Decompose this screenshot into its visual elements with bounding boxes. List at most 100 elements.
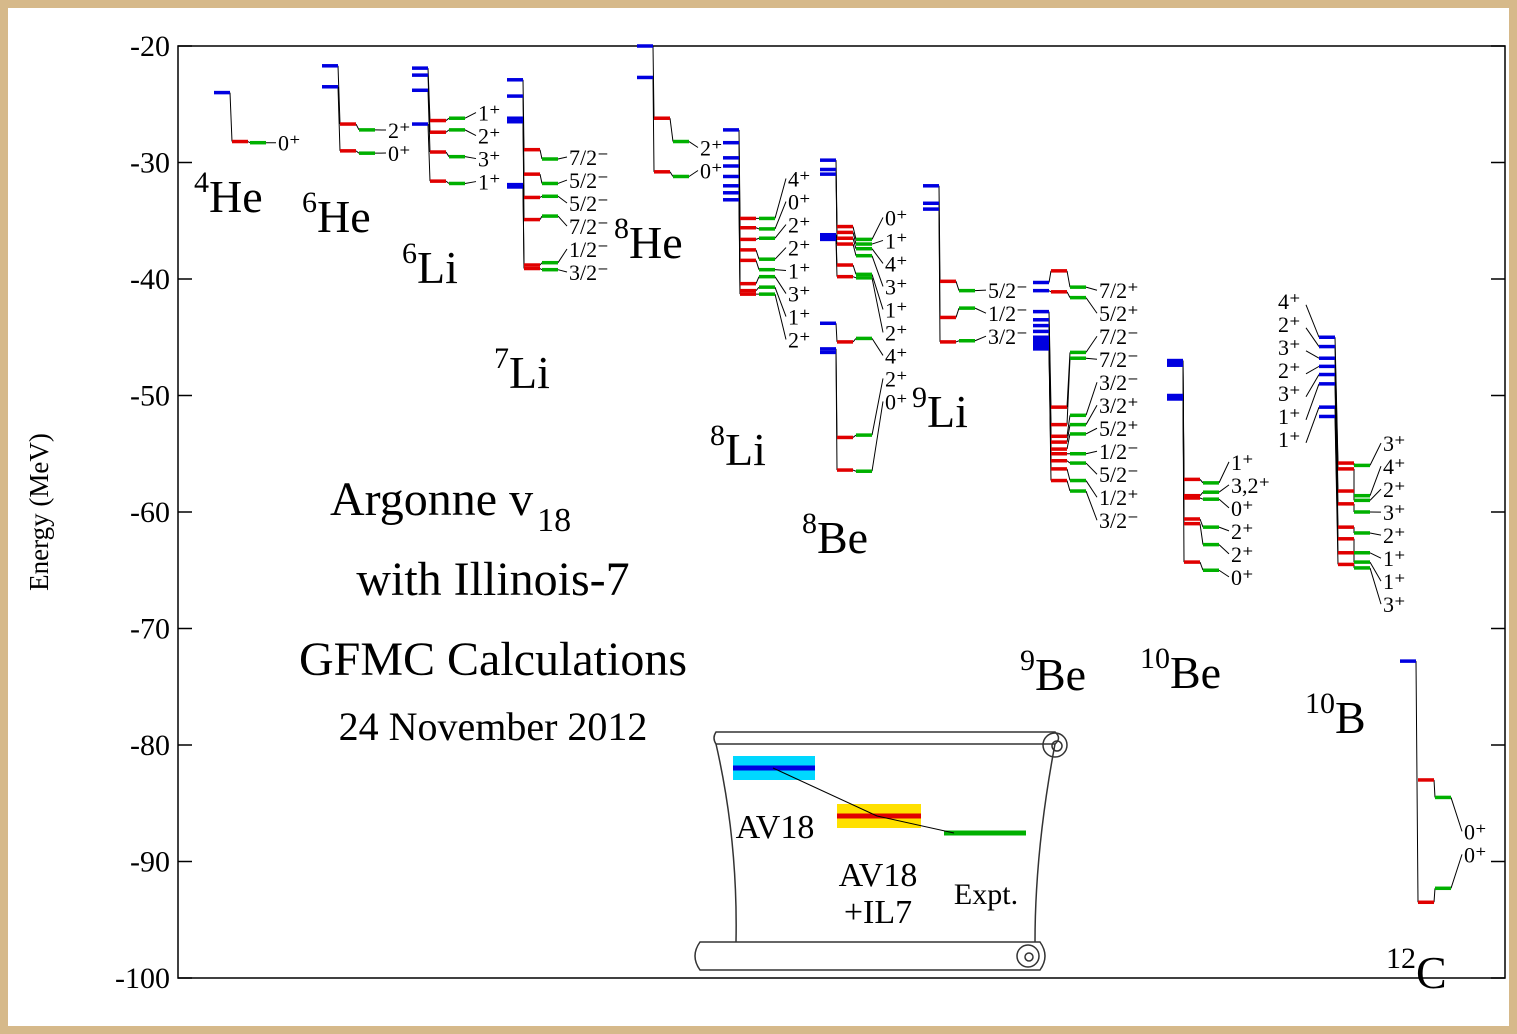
- spin-label: 2⁺: [388, 118, 411, 143]
- spin-label: 0⁺: [388, 141, 411, 166]
- spin-label: 2⁺: [1278, 358, 1301, 383]
- level-connector: [652, 77, 699, 177]
- level-connector: [337, 86, 387, 154]
- spin-label: 3/2⁺: [1099, 393, 1139, 418]
- y-tick-label: -20: [130, 30, 170, 63]
- spin-label: 2⁺: [885, 366, 908, 391]
- spin-label: 4⁺: [1278, 289, 1301, 314]
- annotation-line: with Illinois-7: [356, 553, 629, 606]
- annotation-line: 24 November 2012: [339, 704, 648, 749]
- spin-label: 5/2⁻: [988, 278, 1028, 303]
- spin-label: 1⁺: [478, 101, 501, 126]
- spin-label: 1⁺: [1383, 546, 1406, 571]
- y-tick-label: -30: [130, 147, 170, 180]
- nucleus-mass: 6: [302, 186, 317, 219]
- nucleus-label: 10B: [1305, 687, 1366, 743]
- nucleus-symbol: Be: [1170, 647, 1221, 698]
- level-connector: [738, 199, 787, 340]
- spin-label: 7/2⁻: [569, 145, 609, 170]
- level-connector: [1305, 406, 1320, 443]
- nucleus-symbol: Be: [1035, 649, 1086, 700]
- level-connector: [1305, 365, 1320, 375]
- spin-label: 3⁺: [1383, 500, 1406, 525]
- nucleus-mass: 8: [614, 212, 629, 245]
- y-tick-label: -40: [130, 263, 170, 296]
- y-tick-label: -100: [115, 962, 170, 995]
- level-connector: [1305, 383, 1320, 420]
- level-connector: [1305, 327, 1320, 347]
- nucleus-mass: 12: [1386, 942, 1416, 975]
- nucleus-mass: 10: [1140, 642, 1170, 675]
- spin-label: 1/2⁻: [1099, 439, 1139, 464]
- spin-label: 3/2⁻: [1099, 508, 1139, 533]
- spin-label: 0⁺: [788, 190, 811, 215]
- legend-scroll: [694, 731, 1068, 971]
- spin-label: 7/2⁺: [1099, 278, 1139, 303]
- nucleus-symbol: Li: [417, 242, 458, 293]
- nucleus-symbol: He: [317, 191, 371, 242]
- spin-label: 5/2⁻: [569, 191, 609, 216]
- spin-label: 2⁺: [788, 236, 811, 261]
- level-connector: [427, 124, 477, 184]
- spin-label: 1⁺: [1383, 569, 1406, 594]
- level-connector: [522, 186, 568, 273]
- nucleus-label: 4He: [194, 166, 263, 222]
- spin-label: 5/2⁺: [1099, 416, 1139, 441]
- level-connector: [835, 352, 884, 472]
- level-connector: [1305, 374, 1320, 398]
- level-connector: [1048, 270, 1098, 291]
- spin-label: 3⁺: [788, 282, 811, 307]
- nucleus-mass: 9: [912, 381, 927, 414]
- nucleus-mass: 9: [1020, 644, 1035, 677]
- spin-label: 1⁺: [885, 228, 908, 253]
- spin-label: 1/2⁻: [569, 237, 609, 262]
- level-connector: [1433, 779, 1463, 832]
- nucleus-mass: 8: [802, 507, 817, 540]
- y-tick-label: -50: [130, 380, 170, 413]
- level-connector: [1182, 398, 1230, 578]
- spin-label: 3⁺: [885, 274, 908, 299]
- nucleus-label: 8Be: [802, 507, 868, 563]
- nucleus-symbol: Li: [509, 347, 550, 398]
- y-axis-label: Energy (MeV): [24, 433, 54, 591]
- nucleus-symbol: He: [209, 171, 263, 222]
- chart-background: [8, 8, 1509, 1026]
- spin-label: 2⁺: [478, 124, 501, 149]
- spin-label: 3,2⁺: [1231, 473, 1270, 498]
- y-tick-label: -90: [130, 846, 170, 879]
- level-connector: [522, 121, 568, 227]
- spin-label: 2⁺: [1231, 542, 1254, 567]
- spin-label: 1⁺: [1231, 450, 1254, 475]
- spin-label: 3/2⁻: [1099, 370, 1139, 395]
- spin-label: 3/2⁻: [988, 324, 1028, 349]
- spin-label: 0⁺: [1231, 565, 1254, 590]
- nucleus-mass: 6: [402, 237, 417, 270]
- nucleus-symbol: C: [1416, 947, 1447, 998]
- level-connector: [427, 75, 477, 137]
- spin-label: 0⁺: [885, 389, 908, 414]
- level-connector: [1415, 661, 1463, 903]
- spin-label: 7/2⁻: [1099, 347, 1139, 372]
- nucleus-label: 6Li: [402, 237, 458, 293]
- spin-label: 2⁺: [700, 136, 723, 161]
- spin-label: 1⁺: [478, 170, 501, 195]
- nucleus-label: 12C: [1386, 942, 1447, 998]
- spin-label: 5/2⁻: [1099, 462, 1139, 487]
- annotation-title-text: Argonne v: [330, 473, 533, 526]
- legend-connector: [772, 767, 955, 834]
- legend-label: AV18: [736, 809, 815, 846]
- nucleus-mass: 8: [710, 419, 725, 452]
- nucleus-mass: 10: [1305, 687, 1335, 720]
- spin-label: 1⁺: [1278, 404, 1301, 429]
- legend-label: +IL7: [844, 894, 912, 931]
- spin-label: 3/2⁻: [569, 260, 609, 285]
- spin-label: 5/2⁻: [569, 168, 609, 193]
- spin-label: 5/2⁺: [1099, 301, 1139, 326]
- nucleus-symbol: He: [629, 217, 683, 268]
- spin-label: 2⁺: [788, 213, 811, 238]
- nucleus-label: 10Be: [1140, 642, 1221, 698]
- spin-label: 3⁺: [478, 147, 501, 172]
- nucleus-mass: 7: [494, 342, 509, 375]
- spin-label: 4⁺: [1383, 454, 1406, 479]
- spin-label: 1⁺: [788, 259, 811, 284]
